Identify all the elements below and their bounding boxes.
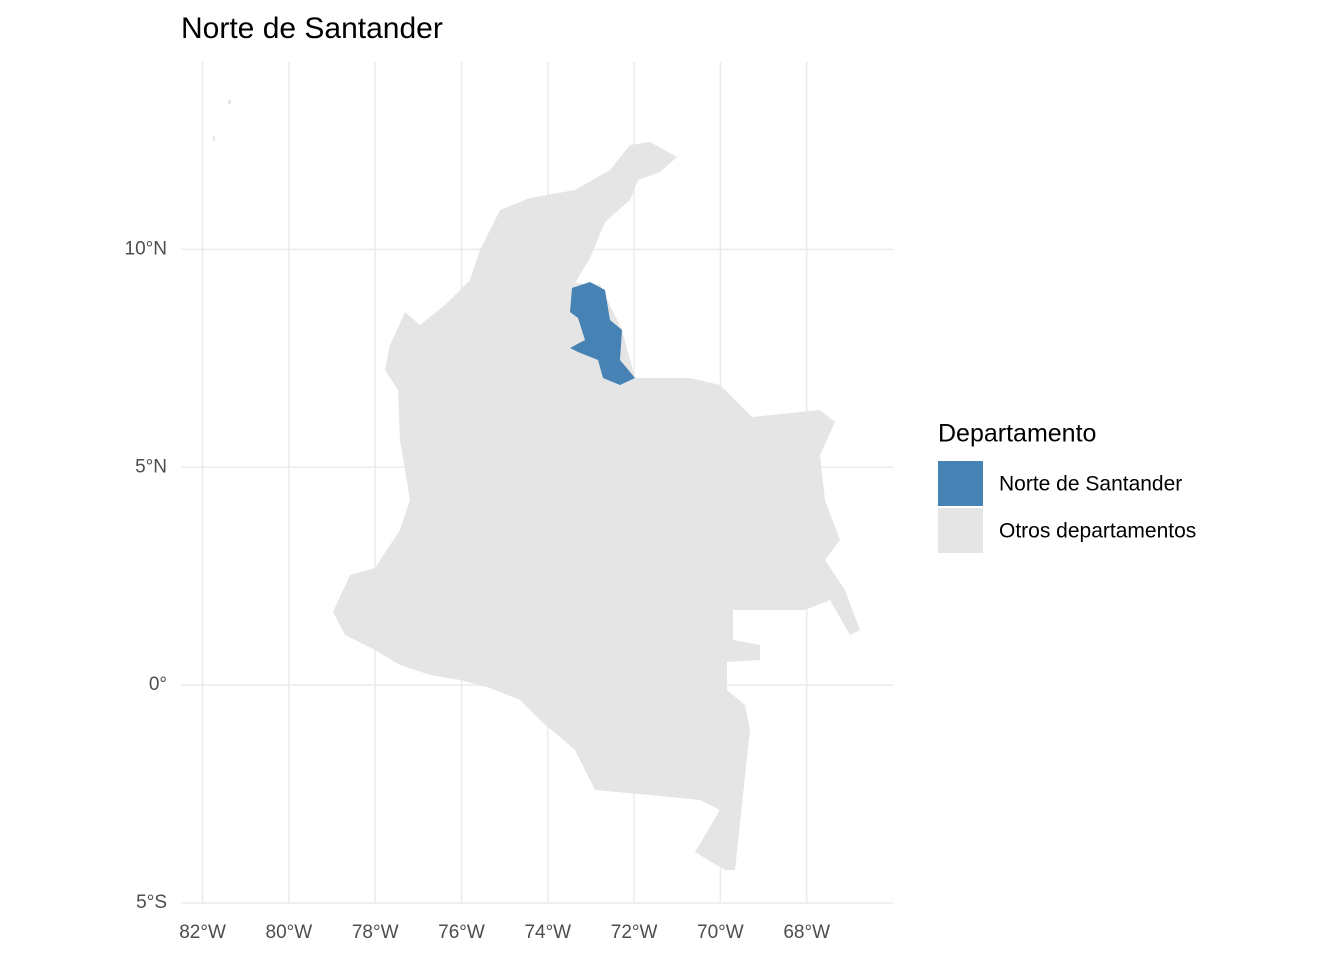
x-tick-label: 72°W — [611, 922, 658, 943]
legend-title: Departamento — [938, 420, 1096, 448]
legend-label: Norte de Santander — [999, 473, 1182, 496]
x-tick-label: 70°W — [697, 922, 744, 943]
x-tick-label: 78°W — [352, 922, 399, 943]
regions — [213, 100, 860, 870]
tick-labels: 82°W 80°W 78°W 76°W 74°W 72°W 70°W 68°W 10°N 5°N 0… — [125, 238, 831, 943]
x-tick-label: 82°W — [179, 922, 226, 943]
x-tick-label: 76°W — [438, 922, 485, 943]
x-tick-label: 80°W — [266, 922, 313, 943]
legend-key — [938, 461, 983, 506]
region-otros-departamentos — [213, 100, 860, 870]
y-tick-label: 5°N — [135, 456, 167, 477]
region-norte-de-santander — [570, 282, 635, 385]
map-title: Norte de Santander — [181, 12, 443, 45]
x-tick-label: 74°W — [524, 922, 571, 943]
y-tick-label: 10°N — [125, 238, 167, 259]
y-tick-label: 0° — [149, 674, 167, 695]
legend-label: Otros departamentos — [999, 520, 1196, 543]
legend-key — [938, 508, 983, 553]
legend: Norte de Santander Otros departamentos — [938, 461, 1196, 553]
x-tick-label: 68°W — [783, 922, 830, 943]
y-tick-label: 5°S — [136, 892, 167, 913]
